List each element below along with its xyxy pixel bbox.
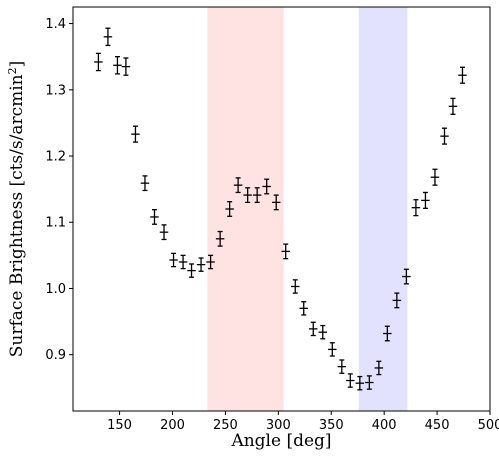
data-point <box>430 168 440 186</box>
y-tick-label: 1.3 <box>45 83 66 98</box>
data-point <box>365 375 374 390</box>
data-point <box>458 66 467 84</box>
data-point <box>140 175 150 192</box>
data-point <box>374 360 384 376</box>
x-axis-ticks: 150 200 250 300 350 400 450 500 <box>107 411 499 433</box>
y-axis-label: Surface Brightness [cts/s/arcmin2] <box>6 61 27 358</box>
data-point <box>159 224 169 241</box>
data-point <box>421 191 430 209</box>
x-tick-label: 250 <box>213 418 238 433</box>
x-axis-label: Angle [deg] <box>230 431 331 451</box>
x-tick-label: 200 <box>160 418 185 433</box>
data-point <box>131 125 140 143</box>
data-point <box>187 263 196 278</box>
y-tick-label: 1.0 <box>45 282 66 297</box>
y-axis-ticks: 0.9 1.0 1.1 1.2 1.3 1.4 <box>45 17 73 363</box>
data-point <box>328 342 337 357</box>
y-axis-label-main: Surface Brightness [cts/s/arcmin <box>7 74 27 357</box>
data-point <box>196 257 206 272</box>
shaded-band-2 <box>358 7 408 411</box>
data-point <box>262 178 271 195</box>
data-point <box>113 56 122 75</box>
y-axis-label-close: ] <box>7 61 27 68</box>
data-point <box>252 187 262 204</box>
data-point <box>243 187 252 204</box>
x-tick-label: 400 <box>372 418 397 433</box>
shaded-band-1 <box>207 7 284 411</box>
data-point <box>346 373 355 388</box>
data-point <box>440 127 449 145</box>
data-point <box>94 52 103 72</box>
data-point <box>215 230 225 247</box>
data-point <box>337 359 347 374</box>
data-point <box>392 292 402 309</box>
y-tick-label: 0.9 <box>45 348 66 363</box>
data-point <box>318 324 328 340</box>
data-point <box>309 321 318 337</box>
data-point <box>291 279 300 294</box>
data-point <box>299 301 308 316</box>
data-point <box>150 209 159 225</box>
x-tick-label: 450 <box>425 418 450 433</box>
data-points <box>94 27 467 391</box>
y-tick-label: 1.4 <box>45 17 66 32</box>
data-point <box>178 254 188 270</box>
x-tick-label: 150 <box>107 418 132 433</box>
data-point <box>383 325 392 342</box>
plot-frame <box>72 6 491 412</box>
data-point <box>169 252 178 268</box>
data-point <box>355 375 365 391</box>
data-point <box>448 97 458 115</box>
data-point <box>103 27 113 47</box>
data-point <box>281 243 290 260</box>
x-tick-label: 500 <box>478 418 499 433</box>
x-tick-label: 300 <box>266 418 291 433</box>
data-point <box>411 199 421 217</box>
data-point <box>233 177 243 194</box>
x-tick-label: 350 <box>319 418 344 433</box>
data-point <box>121 57 131 76</box>
shaded-bands <box>207 7 408 411</box>
data-point <box>402 268 411 285</box>
data-point <box>225 201 234 217</box>
y-axis-label-superscript: 2 <box>6 67 19 74</box>
y-tick-label: 1.2 <box>45 150 66 165</box>
data-point <box>206 254 215 270</box>
data-point <box>271 194 281 211</box>
y-tick-label: 1.1 <box>45 216 66 231</box>
